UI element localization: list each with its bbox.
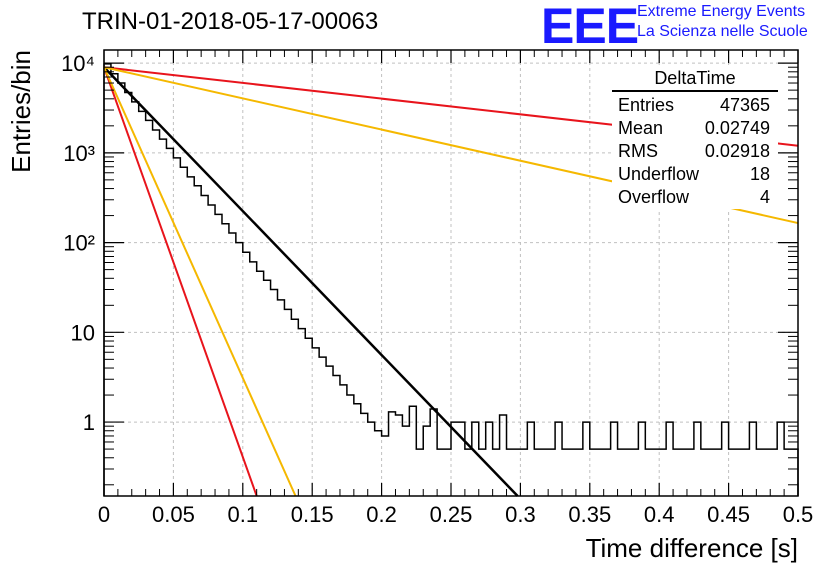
x-tick-label: 0.2 [366, 502, 397, 527]
x-tick-label: 0.4 [644, 502, 675, 527]
stats-box: DeltaTime Entries 47365 Mean 0.02749 RMS… [612, 68, 778, 209]
x-tick-label: 0 [98, 502, 110, 527]
stats-label: Underflow [618, 164, 700, 184]
tick-labels: 0 0.05 0.1 0.15 0.2 0.25 0.3 0.35 0.4 0.45 0.5 1 10 1… [61, 51, 813, 527]
stats-value: 4 [759, 187, 770, 207]
y-tick-label: 1 [83, 410, 95, 435]
x-tick-label: 0.3 [505, 502, 536, 527]
y-tick-label: 10 [71, 320, 95, 345]
stats-row-rms: RMS 0.02918 [612, 140, 778, 163]
x-tick-label: 0.15 [291, 502, 334, 527]
histogram-outline [103, 63, 799, 496]
stats-row-entries: Entries 47365 [612, 94, 778, 117]
y-axis-title: Entries/bin [6, 50, 36, 173]
x-tick-label: 0.35 [568, 502, 611, 527]
stats-value: 0.02749 [704, 118, 770, 138]
axis-ticks [103, 50, 799, 496]
fit-line [103, 66, 258, 497]
x-tick-label: 0.45 [707, 502, 750, 527]
y-tick-label: 10⁴ [61, 51, 95, 76]
stats-row-mean: Mean 0.02749 [612, 117, 778, 140]
stats-value: 18 [749, 164, 770, 184]
eee-logo: EEE [541, 0, 639, 54]
stats-label: Entries [618, 95, 675, 115]
fit-line [103, 66, 297, 497]
run-title: TRIN-01-2018-05-17-00063 [82, 8, 379, 35]
stats-label: Overflow [618, 187, 690, 207]
histogram-layer [103, 63, 799, 496]
x-axis-title: Time difference [s] [586, 533, 798, 563]
x-tick-label: 0.5 [783, 502, 814, 527]
x-tick-label: 0.1 [228, 502, 259, 527]
stats-value: 0.02918 [704, 141, 770, 161]
stats-title: DeltaTime [612, 68, 778, 92]
stats-label: RMS [618, 141, 658, 161]
x-tick-label: 0.25 [430, 502, 473, 527]
logo-line-1: Extreme Energy Events [637, 3, 806, 20]
x-tick-label: 0.05 [152, 502, 195, 527]
y-tick-label: 10³ [63, 141, 95, 166]
logo-line-2: La Scienza nelle Scuole [637, 23, 808, 40]
y-tick-label: 10² [63, 231, 95, 256]
stats-row-overflow: Overflow 4 [612, 186, 778, 209]
stats-value: 47365 [719, 95, 770, 115]
stats-label: Mean [618, 118, 664, 138]
fit-line [103, 66, 519, 497]
stats-row-underflow: Underflow 18 [612, 163, 778, 186]
